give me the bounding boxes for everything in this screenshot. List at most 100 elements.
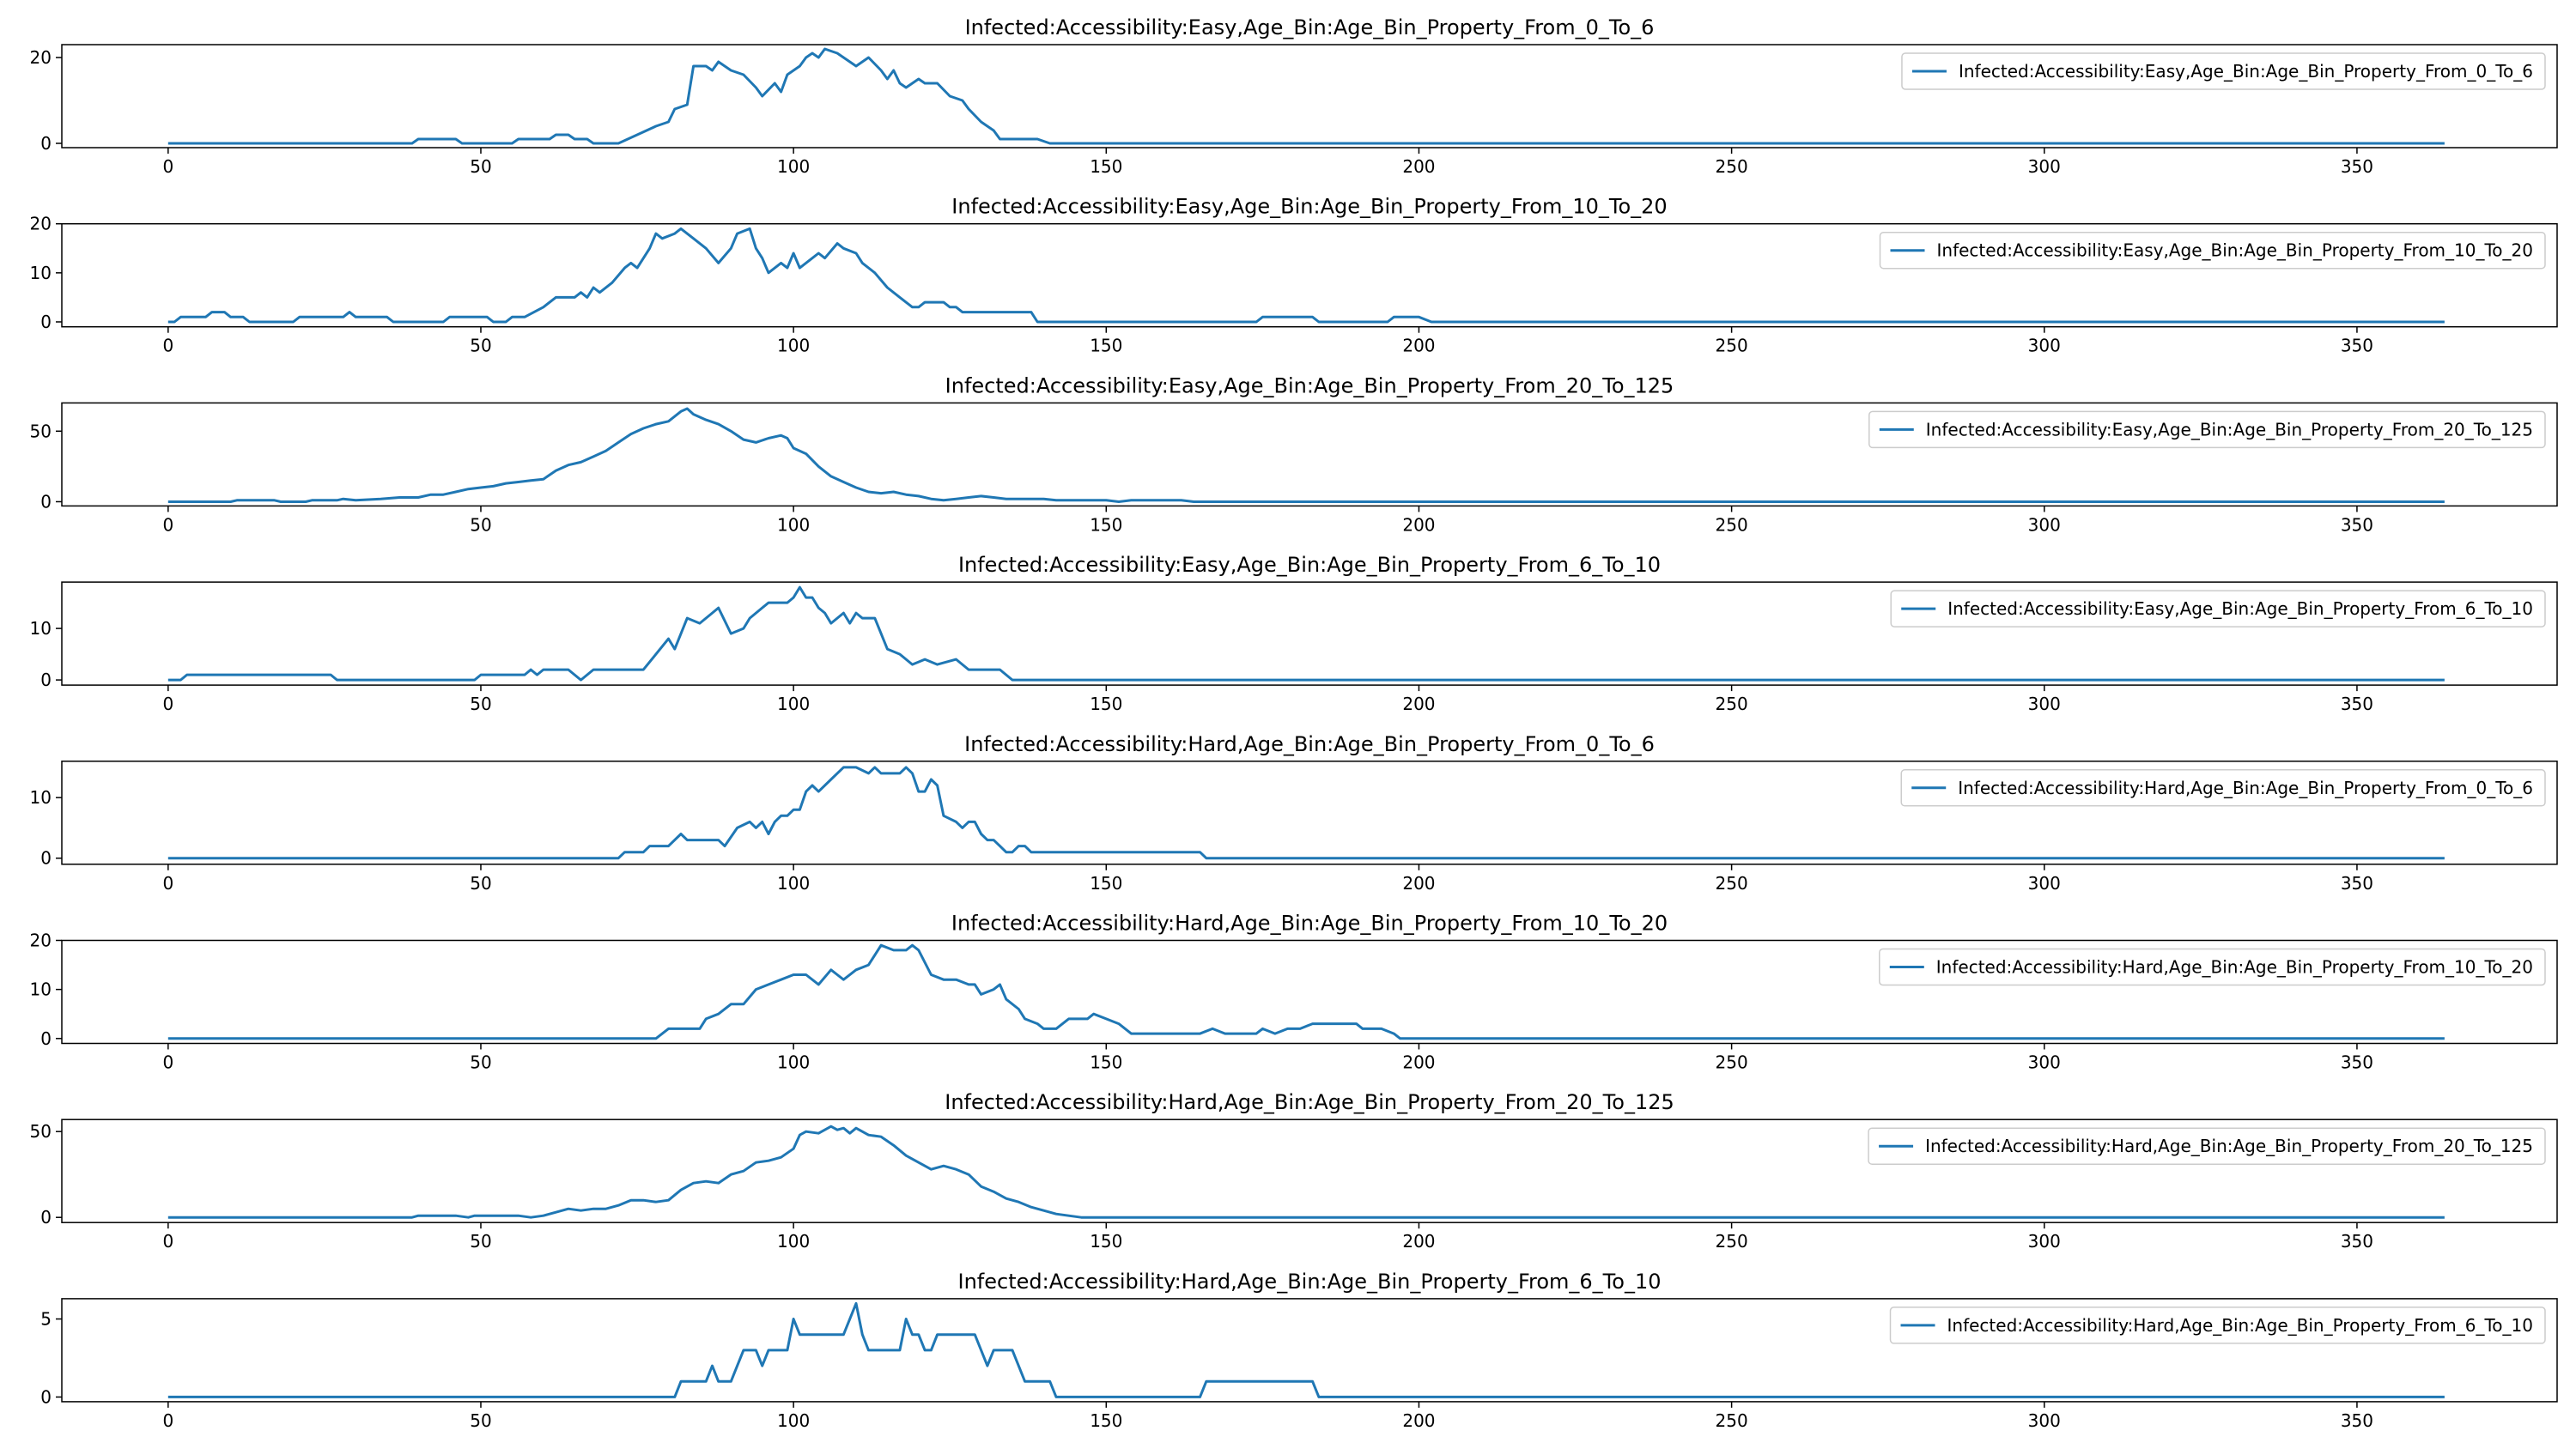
x-tick-label: 200: [1402, 156, 1435, 177]
x-tick-label: 300: [2028, 514, 2061, 535]
x-tick-label: 100: [777, 514, 810, 535]
legend-label: Infected:Accessibility:Easy,Age_Bin:Age_…: [1926, 419, 2533, 440]
x-tick-label: 250: [1716, 873, 1748, 894]
legend-box: [1890, 590, 2546, 627]
subplot-title: Infected:Accessibility:Hard,Age_Bin:Age_…: [958, 1270, 1662, 1294]
axes-frame: [61, 44, 2558, 149]
y-tick-label: 10: [30, 979, 52, 1000]
axes-frame: [61, 402, 2558, 507]
x-tick-label: 250: [1716, 514, 1748, 535]
x-tick-label: 200: [1402, 1410, 1435, 1431]
y-tick-label: 0: [40, 1207, 52, 1228]
x-tick-label: 300: [2028, 156, 2061, 177]
subplot-title: Infected:Accessibility:Easy,Age_Bin:Age_…: [958, 553, 1661, 577]
y-tick-label: 5: [40, 1309, 52, 1330]
x-tick-label: 150: [1090, 1410, 1122, 1431]
y-tick-label: 0: [40, 848, 52, 869]
axes-frame: [61, 222, 2558, 328]
x-tick-label: 200: [1402, 873, 1435, 894]
x-tick-label: 0: [162, 514, 173, 535]
x-tick-label: 200: [1402, 514, 1435, 535]
x-tick-label: 150: [1090, 694, 1122, 714]
x-tick-label: 200: [1402, 336, 1435, 356]
x-tick-label: 50: [470, 873, 491, 894]
x-tick-label: 0: [162, 1231, 173, 1252]
legend: Infected:Accessibility:Hard,Age_Bin:Age_…: [1900, 769, 2546, 807]
y-tick-label: 20: [30, 931, 52, 951]
series-line: [167, 585, 2445, 682]
x-tick-label: 100: [777, 873, 810, 894]
subplot-title: Infected:Accessibility:Easy,Age_Bin:Age_…: [965, 15, 1655, 39]
axes-frame: [61, 939, 2558, 1045]
axes-frame: [61, 1119, 2558, 1223]
subplot-4: Infected:Accessibility:Easy,Age_Bin:Age_…: [30, 553, 2558, 714]
x-tick-label: 300: [2028, 1231, 2061, 1252]
subplot-title: Infected:Accessibility:Hard,Age_Bin:Age_…: [951, 912, 1668, 936]
legend-label: Infected:Accessibility:Hard,Age_Bin:Age_…: [1925, 1136, 2533, 1156]
legend-label: Infected:Accessibility:Easy,Age_Bin:Age_…: [1947, 598, 2533, 619]
axes-frame: [61, 761, 2558, 865]
legend: Infected:Accessibility:Easy,Age_Bin:Age_…: [1890, 590, 2546, 627]
subplot-2: Infected:Accessibility:Easy,Age_Bin:Age_…: [30, 195, 2558, 356]
x-tick-label: 150: [1090, 156, 1122, 177]
x-tick-label: 350: [2341, 336, 2373, 356]
y-tick-label: 50: [30, 421, 52, 441]
subplot-3: Infected:Accessibility:Easy,Age_Bin:Age_…: [30, 373, 2558, 535]
subplot-title: Infected:Accessibility:Hard,Age_Bin:Age_…: [945, 1090, 1674, 1114]
x-tick-label: 100: [777, 1052, 810, 1073]
x-tick-label: 50: [470, 1231, 491, 1252]
subplot-title: Infected:Accessibility:Easy,Age_Bin:Age_…: [945, 373, 1674, 397]
legend: Infected:Accessibility:Hard,Age_Bin:Age_…: [1889, 1307, 2546, 1344]
x-tick-label: 300: [2028, 1052, 2061, 1073]
subplot-title: Infected:Accessibility:Easy,Age_Bin:Age_…: [951, 195, 1667, 219]
legend-box: [1889, 1307, 2546, 1344]
x-tick-label: 100: [777, 1231, 810, 1252]
legend-label: Infected:Accessibility:Easy,Age_Bin:Age_…: [1959, 61, 2533, 82]
series-line: [167, 943, 2445, 1040]
legend-label: Infected:Accessibility:Hard,Age_Bin:Age_…: [1936, 957, 2533, 978]
x-tick-label: 150: [1090, 336, 1122, 356]
x-tick-label: 50: [470, 694, 491, 714]
x-tick-label: 350: [2341, 873, 2373, 894]
x-tick-label: 300: [2028, 873, 2061, 894]
x-tick-label: 350: [2341, 1410, 2373, 1431]
legend: Infected:Accessibility:Easy,Age_Bin:Age_…: [1901, 52, 2546, 90]
y-tick-label: 20: [30, 47, 52, 68]
x-tick-label: 250: [1716, 1052, 1748, 1073]
x-tick-label: 0: [162, 1410, 173, 1431]
y-tick-label: 0: [40, 133, 52, 154]
x-tick-label: 350: [2341, 694, 2373, 714]
x-tick-label: 50: [470, 1052, 491, 1073]
x-tick-label: 50: [470, 514, 491, 535]
x-tick-label: 150: [1090, 873, 1122, 894]
y-tick-label: 0: [40, 491, 52, 512]
x-tick-label: 350: [2341, 514, 2373, 535]
y-tick-label: 10: [30, 787, 52, 808]
legend: Infected:Accessibility:Hard,Age_Bin:Age_…: [1868, 1127, 2546, 1165]
x-tick-label: 150: [1090, 1052, 1122, 1073]
y-tick-label: 10: [30, 618, 52, 639]
y-tick-label: 0: [40, 670, 52, 690]
subplot-8: Infected:Accessibility:Hard,Age_Bin:Age_…: [40, 1270, 2558, 1431]
legend-box: [1901, 52, 2546, 90]
y-tick-label: 20: [30, 214, 52, 234]
legend-box: [1868, 1127, 2546, 1165]
x-tick-label: 50: [470, 1410, 491, 1431]
x-tick-label: 250: [1716, 1410, 1748, 1431]
legend-box: [1900, 769, 2546, 807]
x-tick-label: 50: [470, 336, 491, 356]
series-line: [167, 227, 2445, 324]
x-tick-label: 0: [162, 336, 173, 356]
x-tick-label: 200: [1402, 1052, 1435, 1073]
series-line: [167, 1125, 2445, 1219]
x-tick-label: 0: [162, 873, 173, 894]
x-tick-label: 150: [1090, 1231, 1122, 1252]
series-line: [167, 47, 2445, 145]
legend-box: [1868, 410, 2546, 449]
y-tick-label: 50: [30, 1121, 52, 1142]
axes-frame: [61, 1298, 2558, 1403]
legend-box: [1879, 948, 2546, 986]
x-tick-label: 250: [1716, 694, 1748, 714]
axes-frame: [61, 581, 2558, 686]
x-tick-label: 50: [470, 156, 491, 177]
